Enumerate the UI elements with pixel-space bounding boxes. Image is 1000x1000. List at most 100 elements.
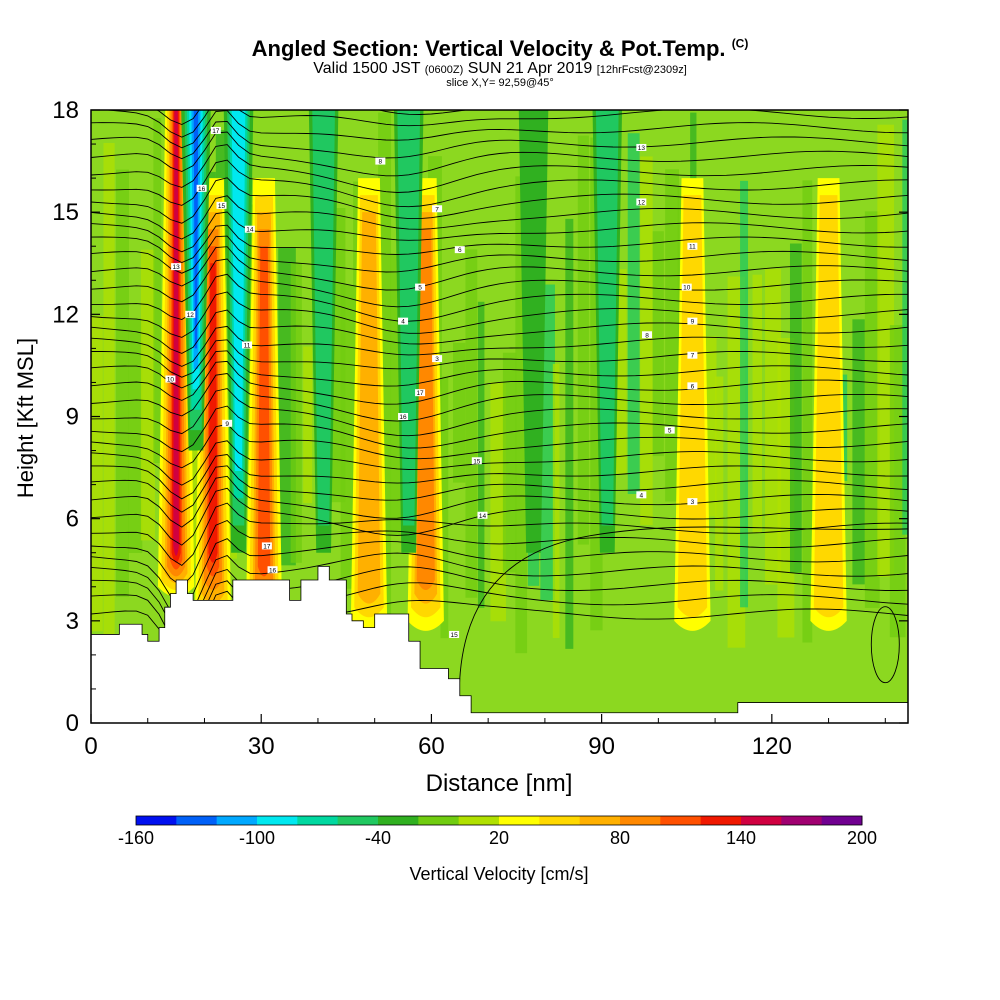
- isentrope-line: [91, 46, 908, 92]
- isentrope-label-text: 4: [640, 492, 644, 499]
- slice-info: slice X,Y= 92,59@45°: [446, 77, 554, 89]
- isentrope-line: [91, 325, 908, 367]
- colorbar-swatch: [741, 816, 782, 825]
- weak-motion-band: [490, 382, 506, 622]
- isentrope-label: 6: [454, 246, 465, 254]
- isentrope-label: 7: [687, 351, 698, 360]
- isentrope-label: 17: [415, 389, 426, 397]
- x-tick-label: 120: [752, 733, 792, 760]
- isentrope-line: [91, 502, 908, 566]
- isentrope-line: [101, 110, 908, 138]
- colorbar-swatch: [579, 816, 621, 825]
- weak-motion-band: [477, 301, 485, 608]
- isentrope-label: 10: [681, 283, 692, 292]
- isentrope-label-text: 17: [263, 543, 271, 550]
- weak-motion-band: [802, 180, 813, 643]
- isentrope-line: [91, 388, 908, 437]
- isentrope-label: 16: [196, 184, 207, 193]
- colorbar-swatch: [176, 816, 218, 825]
- isentrope-label: 5: [415, 283, 426, 292]
- colorbar-swatch: [821, 816, 863, 825]
- y-tick-label: 3: [66, 608, 79, 635]
- title-text: Angled Section: Vertical Velocity & Pot.…: [251, 36, 726, 61]
- weak-motion-band: [390, 254, 402, 535]
- isentrope-line: [91, 30, 908, 78]
- isentrope-line: [91, 552, 908, 623]
- isentrope-label: 4: [636, 491, 647, 499]
- weak-motion-band: [740, 180, 749, 608]
- isentrope-label: 15: [216, 201, 227, 210]
- forecast-info: [12hrFcst@2309z]: [596, 64, 687, 76]
- terrain: [91, 565, 908, 723]
- y-tick-label: 18: [52, 97, 79, 124]
- weak-motion-band: [290, 262, 302, 563]
- isentrope-line: [91, 120, 908, 160]
- downdraft-band: [223, 110, 254, 553]
- isentrope-line: [91, 64, 908, 109]
- weak-motion-band: [852, 319, 865, 585]
- isentrope-label: 14: [477, 511, 488, 520]
- downdraft-band: [393, 110, 424, 553]
- axes: 0 30 60 90 120 0 3 6 9 12 15 18: [52, 97, 908, 760]
- colorbar-tick-label: 80: [610, 828, 630, 848]
- colorbar: -160 -100 -40 20 80 140 200: [118, 815, 877, 848]
- isentrope-label-text: 5: [418, 285, 422, 292]
- isentrope-line: [91, 159, 908, 208]
- isentrope-line: [91, 465, 908, 513]
- isentrope-label: 9: [222, 419, 233, 428]
- weak-motion-band: [752, 274, 763, 533]
- x-tick-label: 90: [588, 733, 615, 760]
- isentrope-label: 13: [171, 263, 182, 271]
- colorbar-swatch: [458, 816, 500, 825]
- isentrope-label: 9: [687, 317, 698, 326]
- isentrope-label-text: 7: [435, 206, 439, 213]
- y-axis-label: Height [Kft MSL]: [13, 338, 38, 498]
- isentrope-label: 17: [261, 542, 272, 550]
- weak-motion-band: [577, 135, 589, 545]
- downdraft-contour: [595, 110, 619, 526]
- isentrope-label-text: 6: [691, 383, 695, 390]
- isentrope-label-text: 15: [473, 458, 481, 465]
- isentrope-line: [91, 405, 908, 453]
- isentrope-label-text: 9: [691, 319, 695, 326]
- chart-subtitle: Valid 1500 JST (0600Z) SUN 21 Apr 2019 […: [0, 60, 1000, 78]
- colorbar-swatch: [136, 816, 177, 825]
- colorbar-tick-label: -100: [239, 828, 275, 848]
- isentrope-label: 6: [687, 382, 698, 390]
- isentrope-line: [91, 195, 908, 240]
- colorbar-swatch: [337, 816, 379, 825]
- isentrope-line: [91, 246, 908, 291]
- isentrope-label: 11: [242, 341, 253, 349]
- weak-motion-band: [640, 156, 653, 526]
- isentrope-label: 16: [267, 566, 278, 574]
- weak-motion-band: [103, 143, 115, 639]
- isentrope-label-text: 15: [218, 203, 226, 210]
- isentrope-label-text: 4: [401, 319, 405, 326]
- colorbar-tick-label: -160: [118, 828, 154, 848]
- isentrope-line: [91, 144, 908, 193]
- updraft-contour: [813, 195, 844, 618]
- isentrope-label: 13: [636, 143, 647, 152]
- isentrope-label-text: 7: [691, 353, 695, 360]
- weak-motion-band: [565, 218, 574, 649]
- updraft-band: [810, 178, 847, 631]
- downdraft-contour: [397, 110, 421, 526]
- isentrope-label: 14: [244, 225, 255, 234]
- y-tick-label: 0: [66, 710, 79, 737]
- colorbar-swatch: [257, 816, 298, 825]
- weak-motion-band: [465, 249, 478, 598]
- isentrope-line: [91, 211, 908, 253]
- weak-motion-band: [515, 176, 528, 654]
- updraft-contour: [416, 229, 435, 590]
- isentrope-label-text: 11: [689, 244, 696, 251]
- colorbar-frame: [135, 815, 863, 826]
- isentrope-contours: 17 16 15 14 13 12 11 10 9 8 7 6 5 4 3 17 16 15 14 13 12 11 10 9…: [91, 30, 908, 717]
- y-tick-label: 12: [52, 301, 79, 328]
- weak-motion-band: [652, 231, 664, 457]
- x-tick-label: 30: [248, 733, 275, 760]
- isentrope-label-text: 5: [668, 428, 672, 435]
- updraft-contour: [357, 212, 381, 604]
- y-tick-label: 15: [52, 199, 79, 226]
- weak-motion-band: [715, 376, 724, 591]
- downdraft-contour: [231, 110, 246, 471]
